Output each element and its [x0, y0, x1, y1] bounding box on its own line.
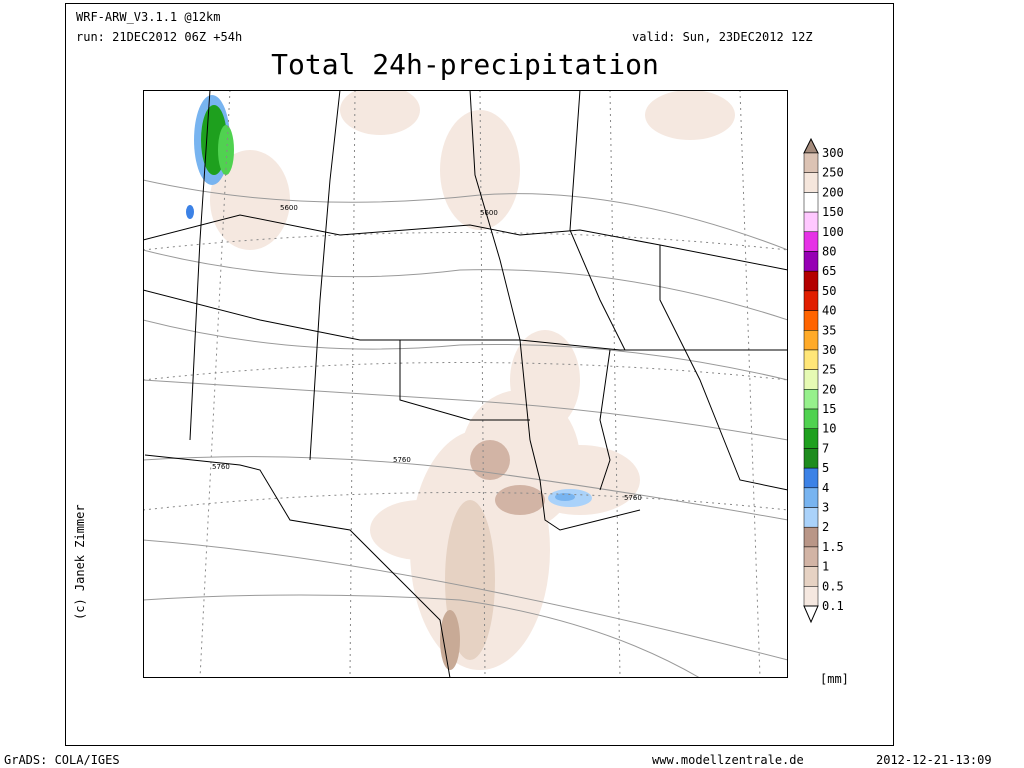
map-border	[143, 90, 788, 678]
colorbar-swatch	[803, 487, 819, 508]
colorbar-label: 150	[822, 205, 844, 219]
colorbar-swatch	[803, 586, 819, 607]
colorbar-swatch	[803, 211, 819, 233]
footer-timestamp: 2012-12-21-13:09	[876, 753, 992, 767]
colorbar-label: 15	[822, 402, 836, 416]
state-borders	[143, 90, 788, 678]
height-contours	[143, 179, 788, 678]
colorbar-label: 35	[822, 323, 836, 337]
colorbar-swatch	[803, 251, 819, 272]
model-label: WRF-ARW_V3.1.1 @12km	[76, 10, 221, 24]
colorbar-swatch	[803, 526, 819, 548]
colorbar-label: 4	[822, 481, 829, 495]
colorbar-swatch	[803, 408, 819, 429]
contour-label: 5760	[212, 463, 230, 471]
footer-software: GrADS: COLA/IGES	[4, 753, 120, 767]
map: 5600 5600 5760 5760 5760	[143, 90, 788, 678]
colorbar-label: 30	[822, 343, 836, 357]
contour-label: 5600	[480, 209, 498, 217]
colorbar-swatch	[803, 152, 819, 173]
colorbar-label: 1	[822, 560, 829, 574]
colorbar-label: 25	[822, 363, 836, 377]
contour-label: 5760	[393, 456, 411, 464]
title: Total 24h-precipitation	[271, 48, 659, 81]
colorbar-label: 200	[822, 185, 844, 199]
colorbar-cap	[803, 605, 819, 624]
colorbar-swatch	[803, 546, 819, 567]
run-label: run: 21DEC2012 06Z +54h	[76, 30, 242, 44]
colorbar-swatch	[803, 290, 819, 311]
contour-label: 5760	[624, 494, 642, 502]
valid-label: valid: Sun, 23DEC2012 12Z	[632, 30, 813, 44]
colorbar-label: 10	[822, 422, 836, 436]
contour-label: 5600	[280, 204, 298, 212]
colorbar-swatch	[803, 389, 819, 410]
colorbar-swatch	[803, 330, 819, 351]
colorbar: 300 250 200 150 100 80 65 50 40 35 30 25 20 15 10 7 5 4 3 2…	[803, 137, 844, 624]
colorbar-swatch	[803, 172, 819, 193]
colorbar-label: 3	[822, 501, 829, 515]
colorbar-label: 65	[822, 264, 836, 278]
colorbar-swatch	[803, 349, 819, 370]
colorbar-label: 7	[822, 441, 829, 455]
colorbar-swatch	[803, 507, 819, 528]
colorbar-label: 5	[822, 461, 829, 475]
colorbar-label: 300	[822, 146, 844, 160]
colorbar-label: 2	[822, 520, 829, 534]
colorbar-label: 100	[822, 225, 844, 239]
colorbar-label: 1.5	[822, 540, 844, 554]
colorbar-swatch	[803, 192, 819, 213]
colorbar-label: 0.1	[822, 599, 844, 613]
colorbar-label: 80	[822, 244, 836, 258]
colorbar-swatch	[803, 566, 819, 587]
colorbar-swatch	[803, 428, 819, 449]
colorbar-swatch	[803, 369, 819, 390]
footer-website: www.modellzentrale.de	[652, 753, 804, 767]
colorbar-label: 0.5	[822, 579, 844, 593]
colorbar-label: 40	[822, 304, 836, 318]
unit-label: [mm]	[820, 672, 849, 686]
colorbar-swatch	[803, 310, 819, 331]
colorbar-swatch	[803, 270, 819, 292]
colorbar-label: 250	[822, 166, 844, 180]
colorbar-label: 50	[822, 284, 836, 298]
colorbar-swatch	[803, 448, 819, 469]
colorbar-swatch	[803, 467, 819, 489]
colorbar-label: 20	[822, 382, 836, 396]
precipitation	[186, 90, 735, 670]
credit: (c) Janek Zimmer	[73, 504, 87, 620]
colorbar-swatch	[803, 231, 819, 252]
